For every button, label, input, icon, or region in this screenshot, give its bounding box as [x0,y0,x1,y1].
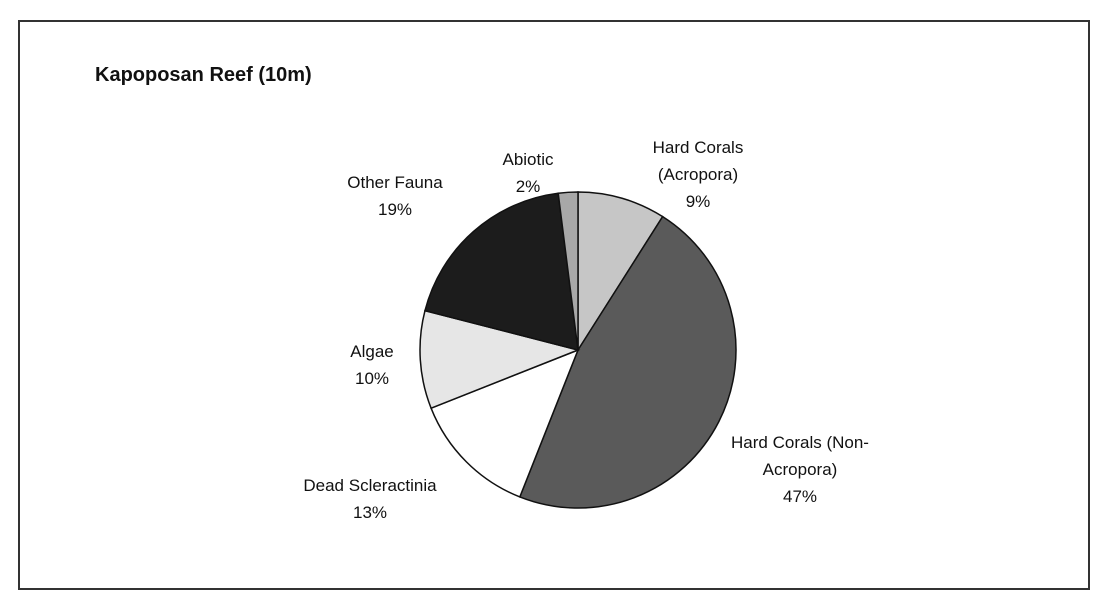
pie-slice [419,309,581,410]
slice-label: Hard Corals (Non-Acropora) 47% [725,429,875,510]
slice-value: 9% [685,192,711,211]
slice-name: Algae [350,342,394,361]
slice-value: 10% [354,369,390,388]
slice-label: Algae 10% [312,338,432,392]
slice-name: Hard Corals (Acropora) [652,138,744,184]
slice-name: Dead Scleractinia [303,476,437,495]
slice-value: 13% [352,503,388,522]
chart-title: Kapoposan Reef (10m) [95,64,312,86]
slice-value: 19% [377,200,413,219]
slice-name: Hard Corals (Non-Acropora) [731,433,869,479]
slice-label: Hard Corals (Acropora) 9% [643,134,753,215]
slice-value: 47% [782,487,818,506]
slice-label: Abiotic 2% [488,146,568,200]
slice-name: Other Fauna [347,173,443,192]
pie-slice [518,215,737,509]
pie-slice [557,191,579,351]
pie-slice [430,348,580,498]
pie-slice [424,192,579,352]
slice-label: Other Fauna 19% [330,169,460,223]
slice-name: Abiotic [502,150,554,169]
pie-slice [577,191,664,353]
slice-value: 2% [515,177,541,196]
slice-label: Dead Scleractinia 13% [270,472,470,526]
